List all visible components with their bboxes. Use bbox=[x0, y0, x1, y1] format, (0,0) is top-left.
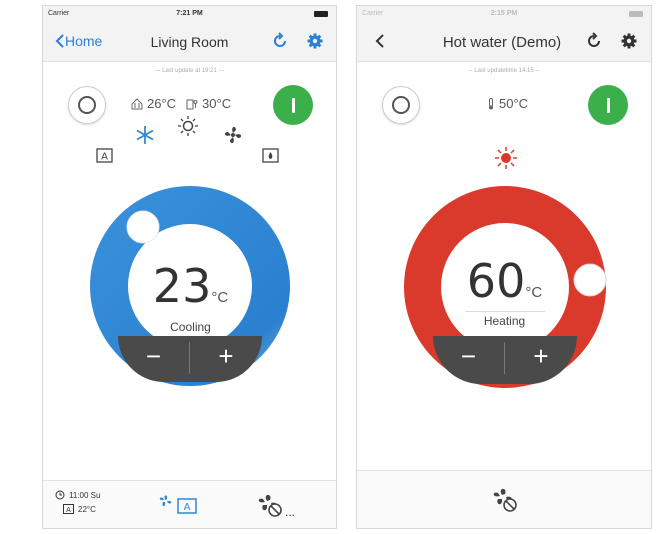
refresh-icon[interactable] bbox=[585, 32, 603, 50]
stepper-bar: − + bbox=[433, 336, 577, 384]
temperature-readouts: 26°C 30°C bbox=[131, 96, 231, 111]
outdoor-temperature: 30°C bbox=[202, 96, 232, 111]
more-dots: ... bbox=[285, 505, 296, 519]
setpoint-unit: °C bbox=[525, 284, 543, 301]
setpoint-value: 23 bbox=[152, 259, 212, 313]
schedule-temperature: 22°C bbox=[78, 504, 96, 514]
last-update-label: --- Last update at 19:21 --- bbox=[154, 68, 225, 74]
status-bar: Carrier 7:21 PM bbox=[43, 6, 336, 22]
outdoor-thermometer-icon bbox=[186, 99, 198, 109]
bottom-toolbar: 11:00 Su A 22°C A ... bbox=[43, 480, 336, 528]
bottom-toolbar bbox=[357, 470, 651, 528]
schedule-button[interactable]: 11:00 Su A 22°C bbox=[55, 490, 100, 514]
battery-icon bbox=[314, 11, 328, 17]
thermometer-icon bbox=[489, 97, 493, 109]
no-fan-icon bbox=[258, 494, 282, 517]
home-back-button[interactable]: Home bbox=[55, 33, 102, 49]
increase-temp-button[interactable]: + bbox=[533, 341, 549, 371]
status-time: 7:21 PM bbox=[176, 10, 203, 17]
divider-line bbox=[465, 311, 545, 312]
stepper-divider bbox=[504, 342, 505, 374]
status-bar: Carrier 2:15 PM bbox=[357, 6, 651, 22]
living-room-screen: Carrier 7:21 PM Home Living Room --- Las… bbox=[42, 5, 337, 529]
home-back-label: Home bbox=[65, 33, 103, 49]
sun-heat-icon[interactable] bbox=[177, 115, 199, 137]
control-row: 26°C 30°C bbox=[43, 74, 336, 130]
nav-bar: Hot water (Demo) bbox=[357, 22, 651, 62]
svg-text:A: A bbox=[101, 152, 108, 163]
page-title: Hot water (Demo) bbox=[442, 34, 562, 51]
page-title: Living Room bbox=[150, 34, 229, 50]
setpoint-unit: °C bbox=[211, 289, 229, 306]
status-time: 2:15 PM bbox=[490, 10, 518, 17]
nav-bar: Home Living Room bbox=[43, 22, 336, 62]
carrier-label: Carrier bbox=[362, 10, 384, 17]
mode-label: Heating bbox=[483, 314, 526, 328]
clock-icon bbox=[55, 490, 65, 500]
svg-text:A: A bbox=[184, 502, 191, 513]
stepper-divider bbox=[189, 342, 190, 374]
settings-gear-icon[interactable] bbox=[306, 32, 324, 50]
last-update-label: -- Last updatetime 14:15 -- bbox=[468, 68, 540, 74]
setpoint-value: 60 bbox=[466, 254, 526, 308]
auto-mode-icon[interactable]: A bbox=[95, 146, 115, 166]
fan-auto-button-icon[interactable]: A bbox=[157, 491, 203, 517]
svg-text:A: A bbox=[66, 506, 71, 514]
carrier-label: Carrier bbox=[48, 10, 70, 17]
circle-icon bbox=[78, 96, 96, 114]
refresh-icon[interactable] bbox=[271, 32, 289, 50]
control-row: 50°C bbox=[357, 74, 651, 130]
sun-heat-active-icon[interactable] bbox=[494, 146, 518, 170]
circle-icon bbox=[392, 96, 410, 114]
dry-mode-icon[interactable] bbox=[261, 146, 281, 166]
stepper-bar: − + bbox=[118, 336, 262, 382]
house-icon bbox=[131, 97, 143, 109]
quiet-mode-button[interactable]: ... bbox=[253, 491, 295, 519]
decrease-temp-button[interactable]: − bbox=[460, 341, 477, 371]
back-chevron-icon[interactable] bbox=[375, 34, 385, 48]
schedule-time: 11:00 Su bbox=[69, 490, 101, 500]
fan-mode-icon[interactable] bbox=[222, 124, 244, 146]
power-line-icon bbox=[291, 97, 295, 113]
setpoint-display: 23°C bbox=[133, 259, 248, 313]
increase-temp-button[interactable]: + bbox=[218, 341, 234, 371]
chevron-left-icon bbox=[55, 34, 64, 48]
setpoint-display: 60°C bbox=[447, 254, 562, 308]
standby-button[interactable] bbox=[68, 86, 106, 124]
snowflake-cool-icon[interactable] bbox=[134, 124, 156, 146]
power-on-button[interactable] bbox=[273, 85, 313, 125]
mode-label: Cooling bbox=[170, 320, 211, 334]
battery-icon bbox=[629, 11, 643, 17]
water-temperature-readout: 50°C bbox=[487, 96, 528, 111]
standby-button[interactable] bbox=[382, 86, 420, 124]
indoor-temperature: 26°C bbox=[147, 96, 177, 111]
schedule-temp-row: A 22°C bbox=[63, 504, 100, 514]
water-temperature: 50°C bbox=[499, 96, 529, 111]
hot-water-screen: Carrier 2:15 PM Hot water (Demo) -- Last… bbox=[356, 5, 652, 529]
schedule-row: 11:00 Su bbox=[55, 490, 100, 500]
auto-small-icon: A bbox=[63, 504, 74, 514]
power-line-icon bbox=[606, 97, 610, 113]
decrease-temp-button[interactable]: − bbox=[145, 341, 162, 371]
no-fan-icon[interactable] bbox=[488, 485, 522, 515]
settings-gear-icon[interactable] bbox=[620, 32, 638, 50]
power-on-button[interactable] bbox=[588, 85, 628, 125]
